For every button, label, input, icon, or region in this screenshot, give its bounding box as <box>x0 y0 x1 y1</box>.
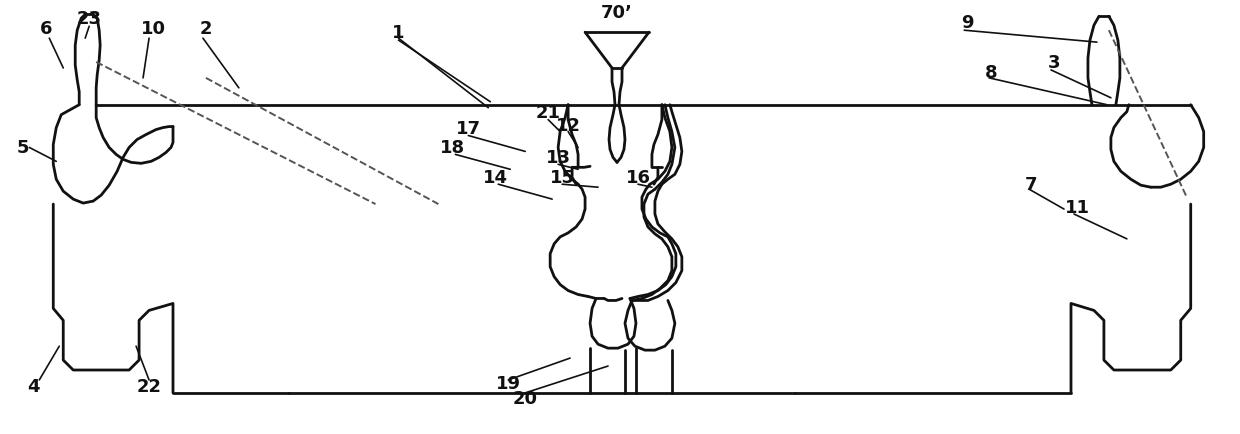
Text: 2: 2 <box>200 20 212 38</box>
Text: 70’: 70’ <box>601 4 632 22</box>
Text: 4: 4 <box>27 377 40 395</box>
Text: 12: 12 <box>556 116 580 134</box>
Text: 11: 11 <box>1064 199 1090 217</box>
Text: 8: 8 <box>985 64 997 82</box>
Text: 14: 14 <box>482 169 508 187</box>
Text: 7: 7 <box>1024 176 1038 194</box>
Text: 15: 15 <box>549 169 574 187</box>
Text: 6: 6 <box>40 20 52 38</box>
Text: 10: 10 <box>140 20 166 38</box>
Text: 13: 13 <box>546 149 570 167</box>
Text: 5: 5 <box>17 139 30 157</box>
Text: 23: 23 <box>77 10 102 28</box>
Text: 1: 1 <box>392 24 404 42</box>
Text: 20: 20 <box>512 389 538 407</box>
Text: 19: 19 <box>496 374 521 392</box>
Text: 21: 21 <box>536 103 560 122</box>
Text: 17: 17 <box>456 119 481 137</box>
Text: 22: 22 <box>136 377 161 395</box>
Text: 18: 18 <box>440 139 465 157</box>
Text: 16: 16 <box>625 169 651 187</box>
Text: 9: 9 <box>961 14 973 32</box>
Text: 3: 3 <box>1048 54 1060 72</box>
